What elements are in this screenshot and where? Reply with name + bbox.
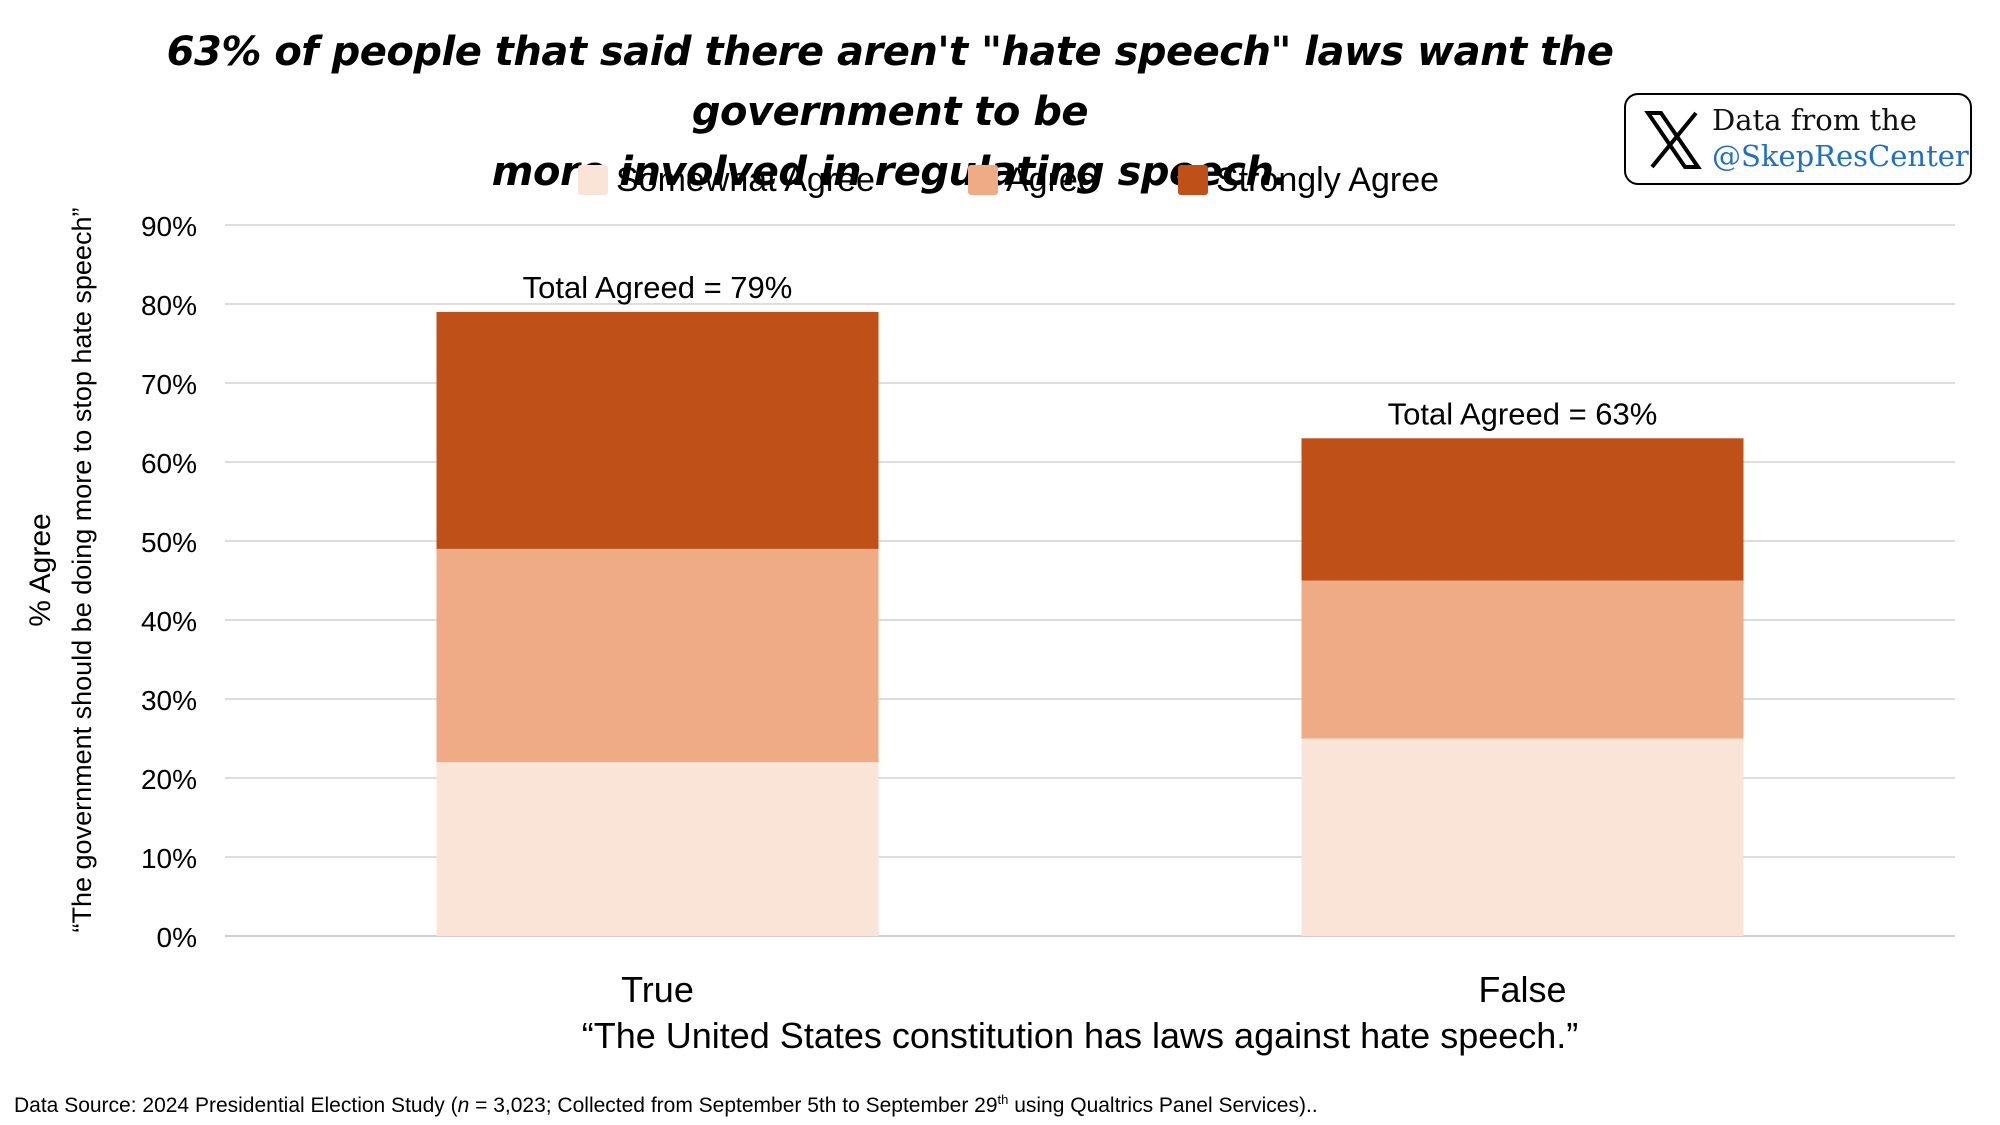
y-tick-label: 10% xyxy=(141,843,197,874)
total-label: Total Agreed = 79% xyxy=(523,270,793,305)
legend-swatch-somewhat-agree xyxy=(578,165,608,195)
legend-item-agree: Agree xyxy=(968,155,1097,205)
bar-segment-agree xyxy=(436,548,879,763)
y-tick-label: 70% xyxy=(141,369,197,400)
y-axis-title-line1: % Agree xyxy=(24,513,57,627)
legend-item-strongly-agree: Strongly Agree xyxy=(1178,155,1439,205)
badge-handle[interactable]: @SkepResCenter xyxy=(1712,139,1969,173)
source-n-symbol: n xyxy=(457,1094,470,1117)
y-tick-label: 80% xyxy=(141,290,197,321)
bar-segment-strongly-agree xyxy=(1301,438,1744,581)
total-label: Total Agreed = 63% xyxy=(1388,396,1658,431)
badge-text: Data from the xyxy=(1712,103,1917,137)
bar-segment-agree xyxy=(1301,580,1744,739)
chart-title: 63% of people that said there aren't "ha… xyxy=(150,22,1630,202)
x-tick-label: True xyxy=(621,969,694,1010)
y-tick-label: 0% xyxy=(157,922,197,953)
y-axis-title: % Agree “The government should be doing … xyxy=(20,70,120,1070)
source-middle: = 3,023; Collected from September 5th to… xyxy=(469,1094,998,1117)
bar-segment-somewhat-agree xyxy=(436,762,879,936)
x-axis-title: “The United States constitution has laws… xyxy=(581,1015,1579,1056)
y-tick-label: 50% xyxy=(141,527,197,558)
legend-swatch-strongly-agree xyxy=(1178,165,1208,195)
y-axis-title-line2: “The government should be doing more to … xyxy=(67,207,97,933)
source-badge[interactable]: Data from the @SkepResCenter xyxy=(1624,93,1972,185)
y-tick-label: 90% xyxy=(141,211,197,242)
chart-title-line2: more involved in regulating speech. xyxy=(491,149,1289,195)
source-superscript: th xyxy=(997,1092,1009,1107)
chart-title-line1: 63% of people that said there aren't "ha… xyxy=(166,29,1614,135)
source-prefix: Data Source: 2024 Presidential Election … xyxy=(14,1094,458,1117)
x-logo-icon xyxy=(1644,111,1702,169)
y-tick-label: 60% xyxy=(141,448,197,479)
bar-segment-somewhat-agree xyxy=(1301,738,1744,936)
x-tick-label: False xyxy=(1478,969,1566,1010)
legend-label-agree: Agree xyxy=(1006,160,1097,199)
y-tick-label: 20% xyxy=(141,764,197,795)
source-suffix: using Qualtrics Panel Services).. xyxy=(1008,1094,1318,1117)
legend-label-strongly-agree: Strongly Agree xyxy=(1216,160,1440,199)
data-source-note: Data Source: 2024 Presidential Election … xyxy=(14,1092,1318,1118)
chart-legend: Somewhat Agree Agree Strongly Agree xyxy=(0,155,1780,205)
legend-item-somewhat-agree: Somewhat Agree xyxy=(578,155,875,205)
y-tick-label: 40% xyxy=(141,606,197,637)
legend-label-somewhat-agree: Somewhat Agree xyxy=(616,160,875,199)
y-tick-label: 30% xyxy=(141,685,197,716)
bar-segment-strongly-agree xyxy=(436,311,879,549)
legend-swatch-agree xyxy=(968,165,998,195)
